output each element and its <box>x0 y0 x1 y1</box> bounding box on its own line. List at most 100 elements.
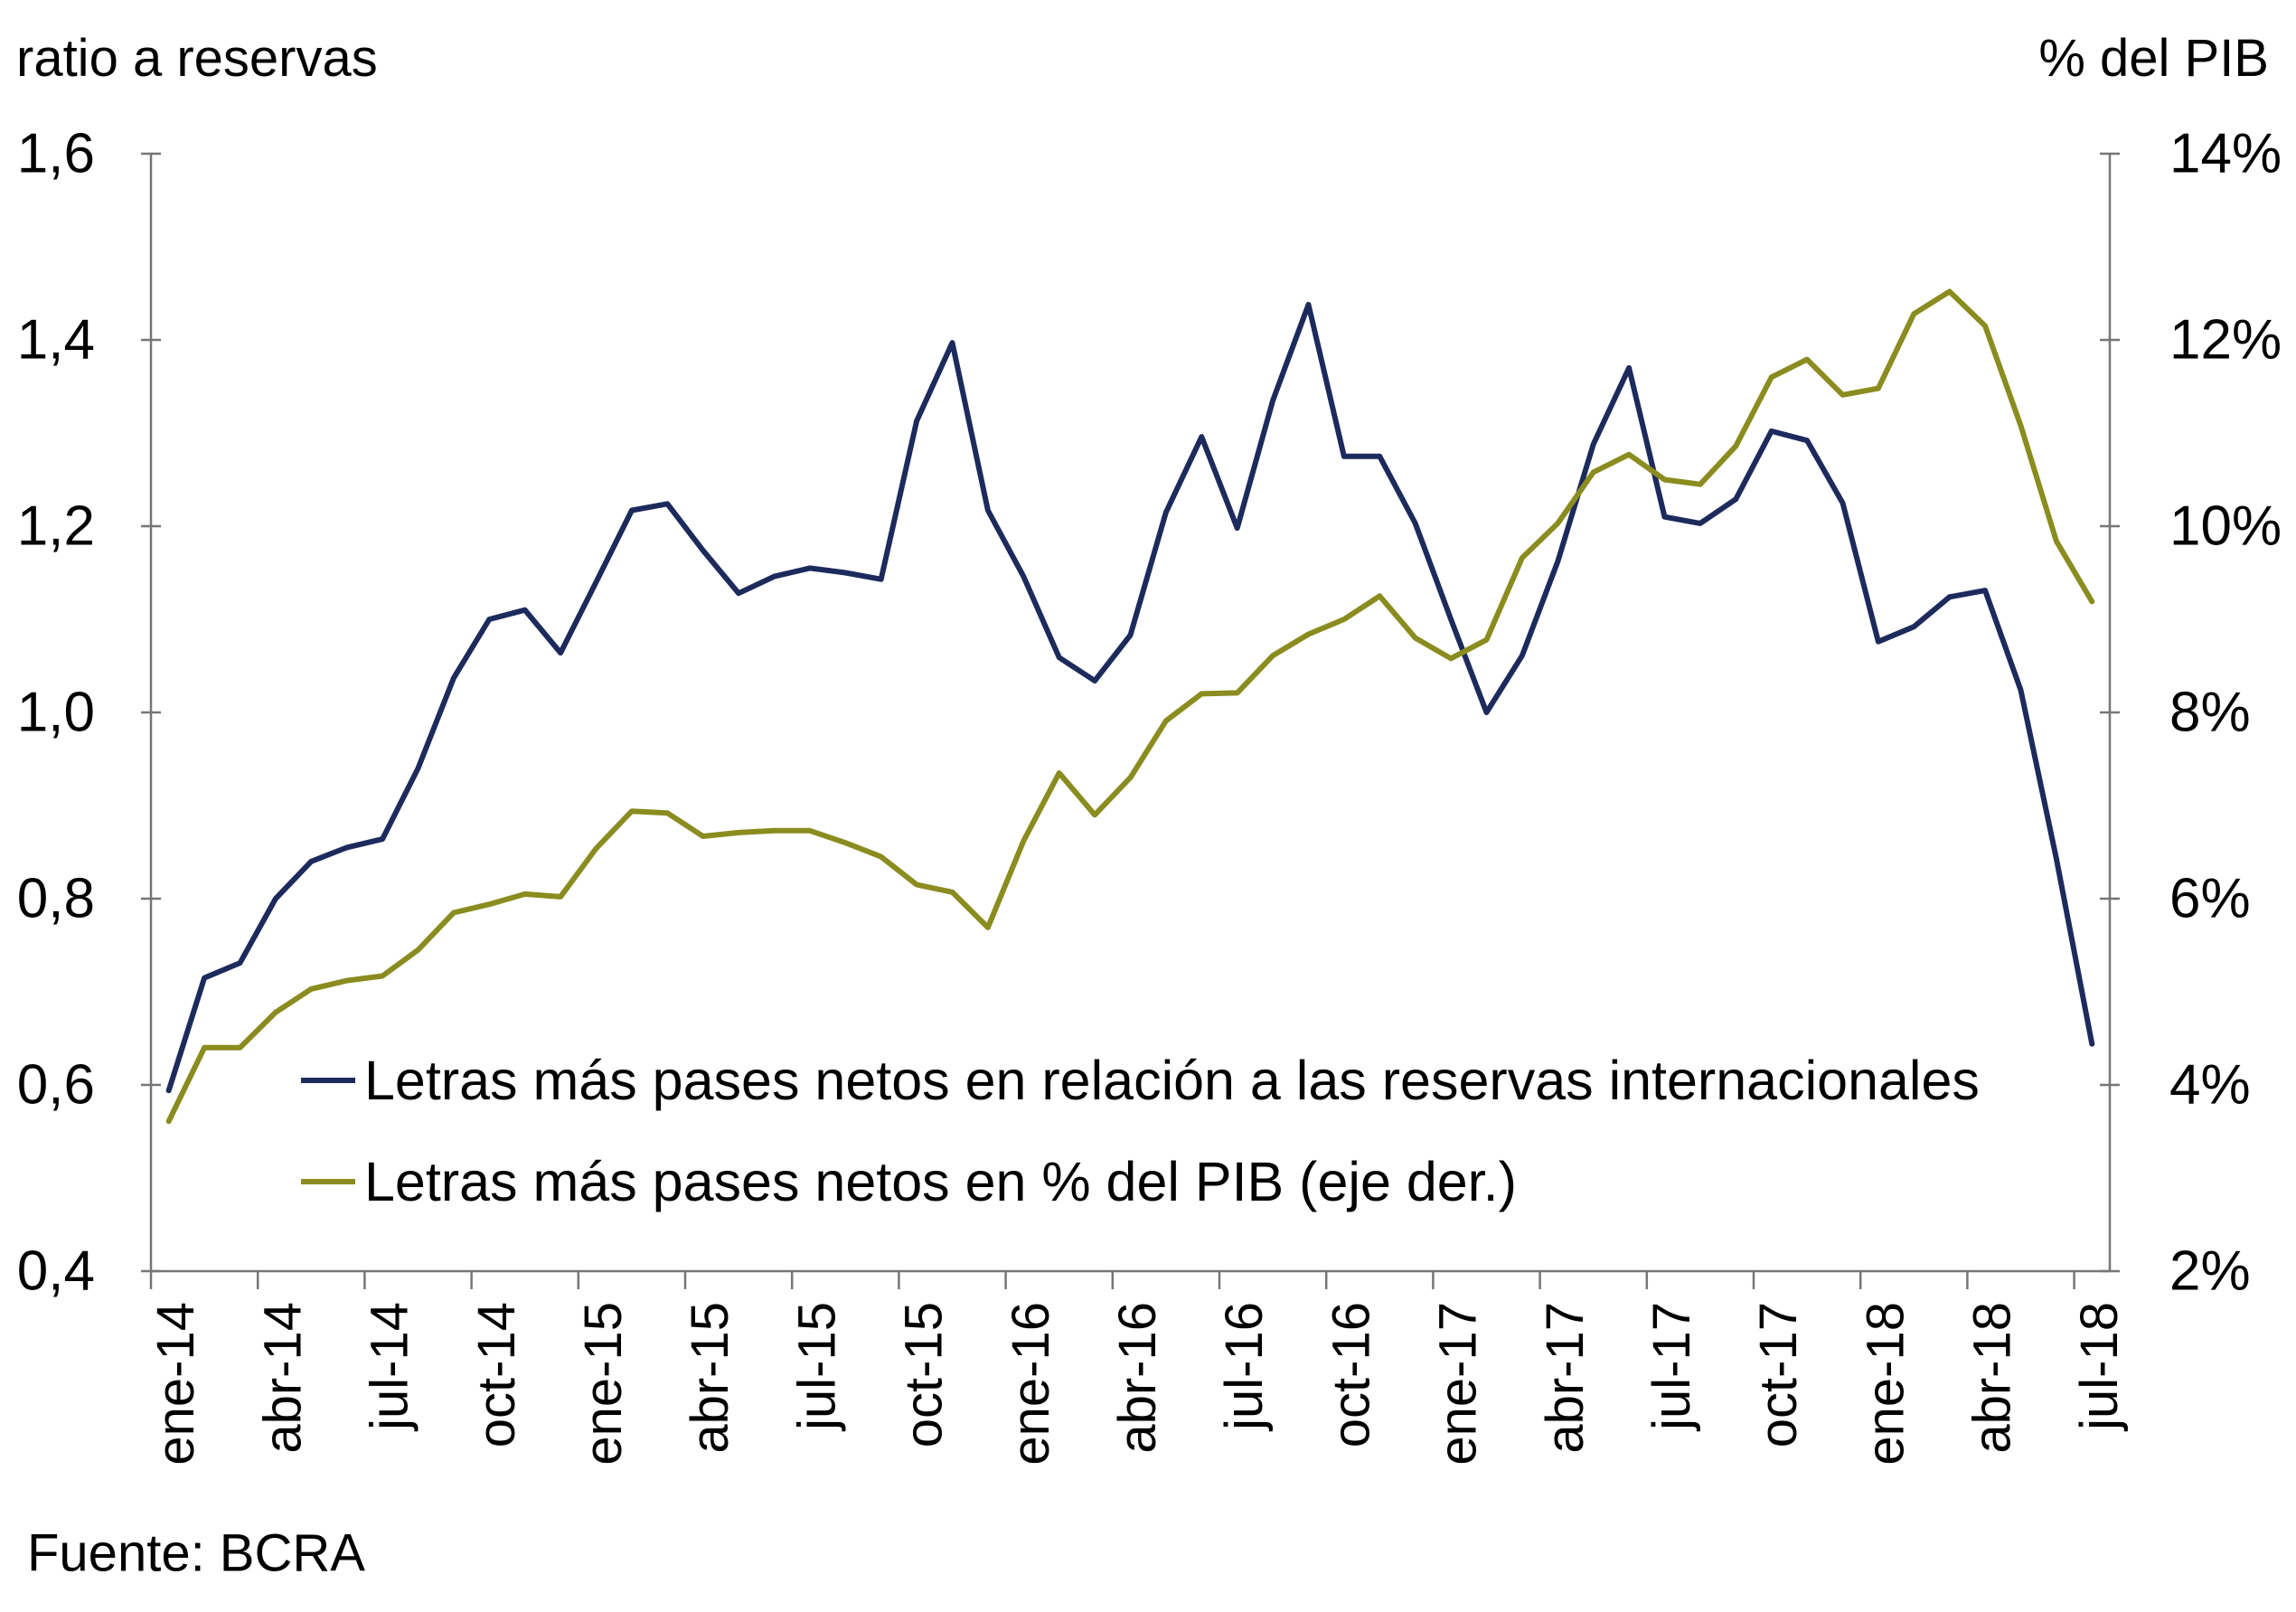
data-point <box>1340 615 1349 624</box>
data-point <box>983 506 993 515</box>
data-point <box>556 892 565 901</box>
data-point <box>1268 396 1277 405</box>
data-point <box>1233 688 1242 697</box>
series-layer <box>165 287 2096 1125</box>
x-tick-label: jul-16 <box>1215 1302 1274 1432</box>
data-point <box>1589 439 1598 448</box>
data-point <box>2087 597 2096 606</box>
y-left-tick-label: 1,6 <box>17 123 95 185</box>
x-tick-label: ene-17 <box>1429 1302 1488 1466</box>
data-point <box>1839 498 1848 507</box>
data-point <box>2017 421 2026 430</box>
series-line-pib <box>165 288 2095 1125</box>
data-point <box>592 578 601 587</box>
y-right-tick-label: 2% <box>2169 1240 2251 1303</box>
y-right-tick-label: 10% <box>2169 495 2282 558</box>
data-point <box>805 826 814 835</box>
x-tick-label: oct-16 <box>1322 1302 1380 1447</box>
data-point <box>2052 854 2061 863</box>
data-point <box>306 985 315 994</box>
x-tick-label: abr-18 <box>1963 1302 2022 1454</box>
data-point <box>521 606 530 615</box>
data-point <box>1624 363 1633 372</box>
data-point <box>770 572 779 581</box>
data-point <box>200 1043 209 1052</box>
x-tick-label: ene-16 <box>1002 1302 1060 1466</box>
data-point <box>663 499 672 508</box>
data-point <box>1411 634 1420 643</box>
data-point <box>734 828 743 837</box>
data-point <box>877 575 886 584</box>
data-point <box>1482 636 1491 645</box>
data-point <box>1482 708 1491 717</box>
x-ticks: ene-14 abr-14 jul-14 oct-14 ene-15 abr-15 jul-… <box>146 1271 2129 1466</box>
data-point <box>983 923 993 932</box>
data-point <box>841 569 850 578</box>
data-point <box>1802 355 1811 364</box>
data-point <box>1518 553 1527 562</box>
data-point <box>1375 452 1384 461</box>
data-point <box>948 888 957 897</box>
y-right-tick-label: 4% <box>2169 1054 2251 1117</box>
data-point <box>556 648 565 657</box>
y-left-tick-label: 0,4 <box>17 1240 95 1303</box>
y-left-tick-label: 1,0 <box>17 682 95 744</box>
data-point <box>1055 653 1064 662</box>
data-point <box>521 890 530 899</box>
series-line-ratio <box>165 301 2095 1094</box>
data-point <box>1802 436 1811 445</box>
x-tick-label: oct-14 <box>467 1302 526 1447</box>
x-tick-label: ene-14 <box>146 1302 205 1466</box>
data-point <box>1945 287 1954 296</box>
data-point <box>1019 836 1028 845</box>
data-point <box>1696 519 1705 528</box>
x-tick-label: oct-17 <box>1749 1302 1808 1447</box>
data-point <box>1945 592 1954 601</box>
data-point <box>1874 384 1883 393</box>
data-point <box>1589 467 1598 476</box>
data-point <box>271 894 280 903</box>
data-point <box>1909 622 1918 631</box>
data-point <box>1767 372 1776 382</box>
data-point <box>1090 676 1099 685</box>
data-point <box>1553 557 1562 566</box>
data-point <box>1553 519 1562 528</box>
data-point <box>805 563 814 572</box>
data-point <box>449 674 458 683</box>
data-point <box>1981 586 1990 595</box>
data-point <box>378 834 387 844</box>
y-left-tick-label: 0,8 <box>17 868 95 930</box>
y-left-tick-label: 1,2 <box>17 495 95 558</box>
data-point <box>271 1008 280 1017</box>
legend-label-pib: Letras más pases netos en % del PIB (eje… <box>364 1151 1517 1212</box>
y-right-axis-title: % del PIB <box>2038 29 2269 88</box>
data-point <box>1411 519 1420 528</box>
data-point <box>2017 685 2026 694</box>
data-point <box>378 972 387 981</box>
data-point <box>1197 689 1206 698</box>
data-point <box>343 976 352 985</box>
data-point <box>1696 480 1705 489</box>
data-point <box>699 546 708 555</box>
plot-area: 1,61,41,21,00,80,60,4 14%12%10%8%6%4%2% … <box>17 123 2282 1466</box>
data-point <box>1304 630 1313 639</box>
y-right-tick-label: 14% <box>2169 123 2282 185</box>
data-point <box>770 826 779 835</box>
x-tick-label: abr-17 <box>1536 1302 1595 1454</box>
data-point <box>1731 495 1740 504</box>
data-point <box>485 615 494 624</box>
data-point <box>165 1086 174 1095</box>
data-point <box>841 838 850 847</box>
legend: Letras más pases netos en relación a las… <box>301 1050 1980 1212</box>
data-point <box>663 808 672 817</box>
data-point <box>1518 651 1527 660</box>
data-point <box>912 881 921 890</box>
x-tick-label: ene-18 <box>1856 1302 1915 1466</box>
y-left-tick-label: 1,4 <box>17 309 95 372</box>
data-point <box>1874 637 1883 646</box>
data-point <box>627 806 636 815</box>
data-point <box>1981 322 1990 331</box>
x-tick-label: jul-14 <box>361 1302 419 1432</box>
data-point <box>449 909 458 918</box>
